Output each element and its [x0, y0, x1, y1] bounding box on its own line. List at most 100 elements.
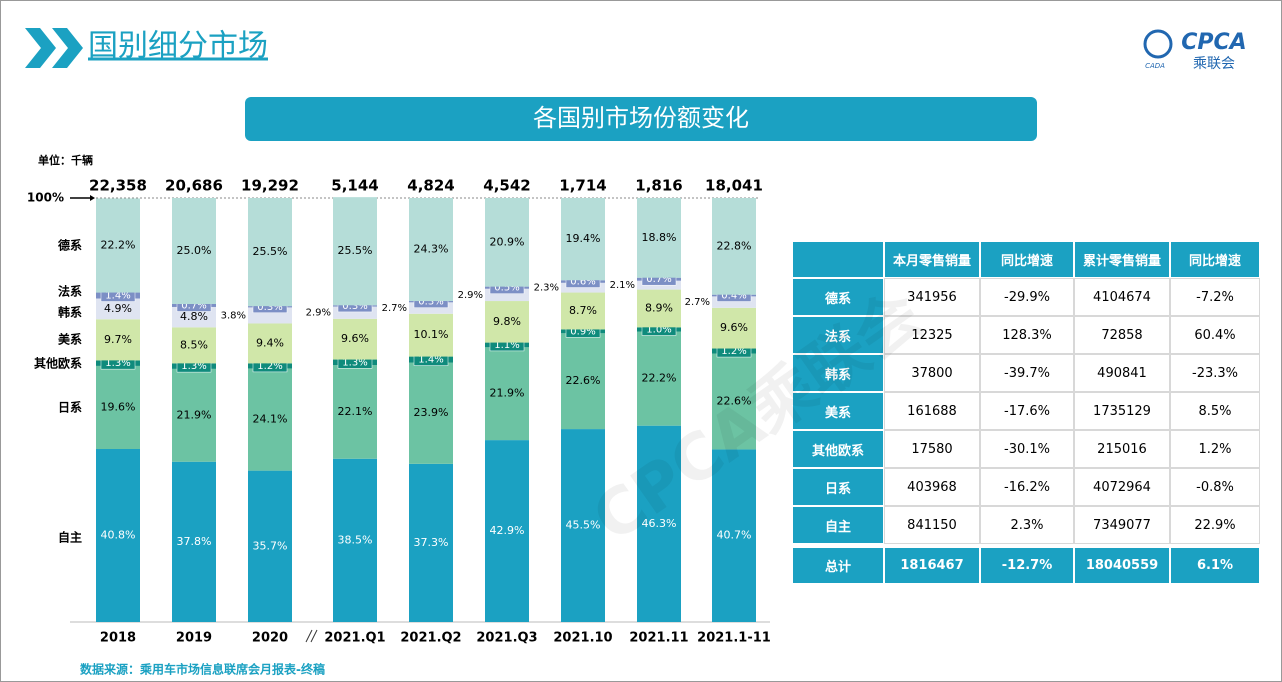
bar-segment — [485, 301, 529, 343]
bar-segment — [637, 331, 681, 426]
bar-segment — [248, 470, 292, 622]
table-cell: 1735129 — [1074, 392, 1170, 430]
value-label: 19.6% — [101, 400, 136, 413]
value-label: 0.3% — [418, 297, 443, 308]
axis-break — [310, 629, 318, 643]
value-label: 2.7% — [685, 297, 710, 308]
value-label: 8.5% — [180, 338, 208, 351]
bar-segment — [172, 306, 216, 328]
row-header: 韩系 — [792, 354, 884, 392]
series-label: 日系 — [58, 400, 82, 415]
series-label: 法系 — [58, 284, 82, 299]
value-label: 18.8% — [642, 231, 677, 244]
value-label: 9.7% — [104, 333, 132, 346]
table-cell: 17580 — [884, 430, 980, 468]
bar-segment — [248, 368, 292, 471]
bar-segment — [409, 302, 453, 314]
total-label: 19,292 — [241, 177, 299, 195]
value-label: 1.3% — [342, 357, 367, 368]
series-label: 美系 — [58, 332, 82, 347]
value-label: 22.6% — [717, 395, 752, 408]
total-cell: 18040559 — [1074, 547, 1170, 584]
table-cell: 215016 — [1074, 430, 1170, 468]
value-label: 8.9% — [645, 301, 673, 314]
bar-segment — [409, 362, 453, 464]
bar-segment — [485, 347, 529, 441]
bar-segment — [96, 449, 140, 622]
total-label: 1,714 — [559, 177, 606, 195]
table-cell: 4104674 — [1074, 278, 1170, 316]
value-label: 20.9% — [490, 235, 525, 248]
value-label: 25.5% — [253, 245, 288, 258]
series-label: 其他欧系 — [34, 356, 82, 371]
value-label: 35.7% — [253, 539, 288, 552]
value-label: 8.7% — [569, 304, 597, 317]
table-cell: 37800 — [884, 354, 980, 392]
page-title: 国别细分市场 — [88, 29, 268, 64]
value-label: 0.3% — [342, 301, 367, 312]
bar-segment — [409, 198, 453, 302]
total-cell: -12.7% — [980, 547, 1074, 584]
table-cell: -7.2% — [1170, 278, 1260, 316]
row-header: 德系 — [792, 278, 884, 316]
chevron — [25, 28, 56, 68]
value-label: 0.7% — [181, 300, 206, 311]
bar-segment — [637, 289, 681, 328]
y-tick-label: 100% — [27, 191, 64, 205]
value-label: 25.0% — [177, 244, 212, 257]
bar-segment — [712, 198, 756, 295]
bar-segment — [409, 313, 453, 357]
table-header — [792, 241, 884, 278]
value-label: 25.5% — [338, 244, 373, 257]
bar-segment — [333, 365, 377, 459]
total-label: 18,041 — [705, 177, 763, 195]
x-tick-label: 2021.10 — [553, 631, 612, 646]
value-label: 37.3% — [414, 536, 449, 549]
table-cell: 161688 — [884, 392, 980, 430]
bar-segment — [248, 198, 292, 307]
value-label: 2.9% — [458, 290, 483, 301]
bar-segment — [248, 323, 292, 364]
bar-segment — [561, 333, 605, 430]
bar-segment — [172, 368, 216, 462]
table-cell: 841150 — [884, 506, 980, 544]
x-tick-label: 2020 — [252, 631, 288, 646]
value-label: 42.9% — [490, 524, 525, 537]
value-label: 22.8% — [717, 239, 752, 252]
table-cell: 22.9% — [1170, 506, 1260, 544]
series-label: 自主 — [58, 530, 82, 545]
total-label: 4,824 — [407, 177, 454, 195]
logo-mark — [1143, 29, 1173, 59]
chart-title: 各国别市场份额变化 — [533, 104, 749, 132]
value-label: 22.2% — [101, 238, 136, 251]
bar-segment — [333, 197, 377, 306]
series-label: 韩系 — [58, 305, 82, 320]
bar-segment — [333, 318, 377, 360]
bar-segment — [96, 298, 140, 320]
table-cell: 8.5% — [1170, 392, 1260, 430]
bar-segment — [637, 198, 681, 278]
table-cell: 341956 — [884, 278, 980, 316]
logo-small: CADA — [1145, 62, 1165, 70]
bar-segment — [561, 292, 605, 330]
total-cell: 1816467 — [884, 547, 980, 584]
table-cell: 2.3% — [980, 506, 1074, 544]
value-label: 24.3% — [414, 243, 449, 256]
table-cell: 4072964 — [1074, 468, 1170, 506]
value-label: 37.8% — [177, 535, 212, 548]
total-label: 22,358 — [89, 177, 147, 195]
x-tick-label: 2021.Q1 — [324, 631, 385, 646]
table-cell: 7349077 — [1074, 506, 1170, 544]
value-label: 0.9% — [570, 326, 595, 337]
x-tick-label: 2021.11 — [629, 631, 688, 646]
total-label: 5,144 — [331, 177, 378, 195]
value-label: 2.9% — [306, 308, 331, 319]
bar-segment — [172, 461, 216, 622]
series-label: 德系 — [58, 238, 82, 253]
value-label: 19.4% — [566, 232, 601, 245]
bar-segment — [561, 198, 605, 281]
value-label: 10.1% — [414, 328, 449, 341]
value-label: 1.4% — [418, 355, 443, 366]
value-label: 9.8% — [493, 315, 521, 328]
